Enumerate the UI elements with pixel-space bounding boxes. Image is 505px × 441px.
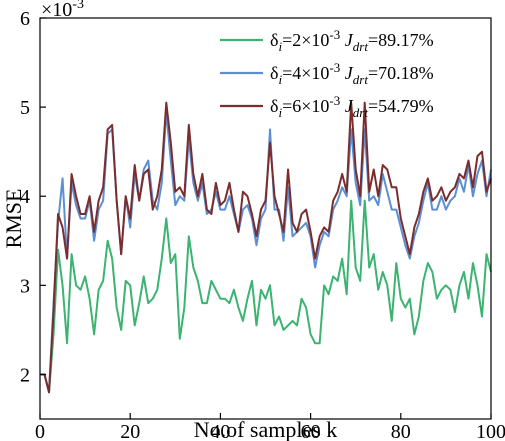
legend-entry-3: δi=6×10-3 Jdrt=54.79% (270, 93, 434, 120)
series-line-2 (40, 110, 492, 394)
x-tick-label: 60 (301, 421, 321, 441)
x-tick-label: 0 (35, 421, 45, 441)
x-tick-label: 40 (210, 421, 230, 441)
series-line-1 (40, 199, 492, 394)
y-axis-label: RMSE (1, 189, 26, 249)
legend: δi=2×10-3 Jdrt=89.17% δi=4×10-3 Jdrt=70.1… (220, 27, 434, 120)
tick-layer: 0 20 40 60 80 100 2 3 4 5 6 (20, 8, 505, 441)
x-tick-label: 80 (391, 421, 411, 441)
series-layer (40, 101, 492, 394)
legend-entry-1: δi=2×10-3 Jdrt=89.17% (270, 27, 434, 54)
plot-frame (39, 17, 492, 420)
y-tick-label: 5 (20, 97, 30, 119)
legend-entry-2: δi=4×10-3 Jdrt=70.18% (270, 60, 434, 87)
y-tick-label: 6 (20, 8, 30, 30)
x-tick-label: 20 (120, 421, 140, 441)
x-tick-label: 100 (476, 421, 505, 441)
y-tick-label: 4 (20, 186, 30, 208)
series-line-3 (40, 101, 492, 394)
y-tick-label: 2 (20, 364, 30, 386)
x-axis-label: No.of samples k (194, 417, 338, 441)
y-tick-label: 3 (20, 275, 30, 297)
y-exponent-label: ×10-3 (41, 0, 84, 21)
